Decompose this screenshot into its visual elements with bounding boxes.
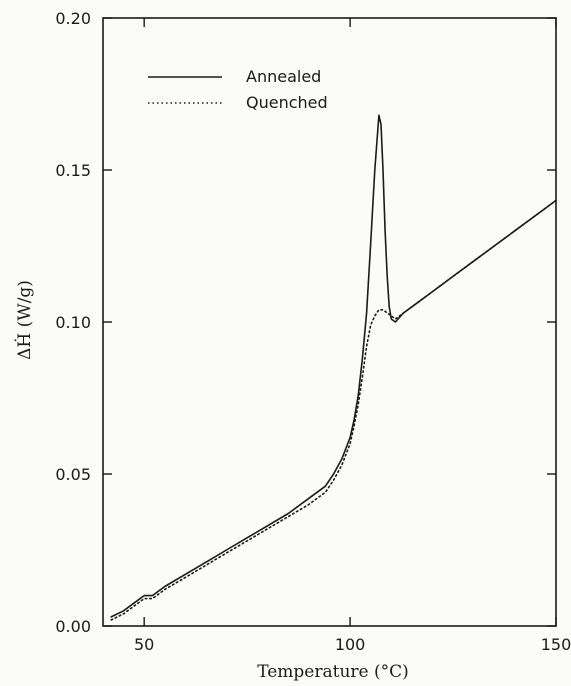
y-axis-ticks: 0.00 0.05 0.10 0.15 0.20 — [55, 9, 556, 636]
y-tick-label: 0.10 — [55, 313, 91, 332]
series-line-quenched — [110, 199, 557, 621]
y-tick-label: 0.00 — [55, 617, 91, 636]
x-axis-title: Temperature (°C) — [257, 662, 409, 682]
x-tick-label: 50 — [134, 635, 154, 654]
x-tick-label: 100 — [335, 635, 366, 654]
y-tick-label: 0.15 — [55, 161, 91, 180]
legend-label-quenched: Quenched — [246, 93, 328, 112]
x-tick-label: 150 — [541, 635, 571, 654]
series-layer — [110, 114, 557, 621]
plot-frame — [102, 17, 557, 627]
series-line-annealed — [110, 114, 557, 618]
y-tick-label: 0.20 — [55, 9, 91, 28]
x-axis-ticks: 50 100 150 — [134, 18, 571, 654]
y-tick-label: 0.05 — [55, 465, 91, 484]
legend-label-annealed: Annealed — [246, 67, 321, 86]
y-axis-title: ΔḢ (W/g) — [14, 280, 35, 360]
legend: Annealed Quenched — [148, 67, 328, 112]
